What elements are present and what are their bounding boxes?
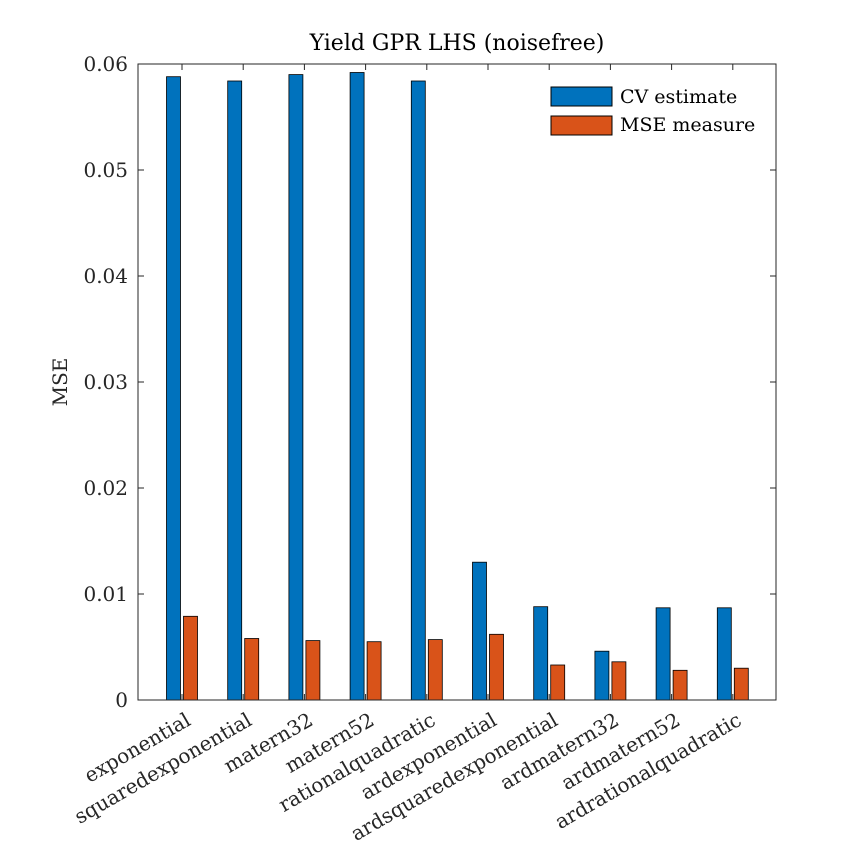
bar-mse-measure-ardrationalquadratic (733, 667, 749, 701)
bar-cv-estimate-rationalquadratic (410, 80, 426, 701)
bar-cv-estimate-ardmatern52 (655, 607, 671, 701)
bar-mse-measure-ardmatern52 (672, 669, 688, 701)
bar-mse-measure-matern32 (305, 640, 321, 701)
bar-cv-estimate-ardrationalquadratic (716, 607, 732, 701)
bar-mse-measure-rationalquadratic (427, 639, 443, 701)
y-axis-label: MSE (48, 358, 72, 407)
bar-mse-measure-ardexponential (489, 633, 504, 701)
bar-mse-measure-squaredexponential (244, 638, 260, 701)
chart-title: Yield GPR LHS (noisefree) (309, 31, 605, 56)
bar-mse-measure-ardmatern32 (611, 661, 627, 701)
legend-label-cv-estimate: CV estimate (620, 86, 737, 108)
bar-cv-estimate-ardmatern32 (594, 650, 610, 701)
y-tick-label: 0.06 (83, 52, 128, 76)
bar-cv-estimate-matern52 (349, 72, 365, 701)
bar-cv-estimate-squaredexponential (227, 80, 243, 701)
bars-group (166, 72, 749, 701)
legend-label-mse-measure: MSE measure (620, 114, 755, 136)
y-tick-label: 0.03 (83, 370, 128, 394)
y-axis: 0 0.01 0.02 0.03 0.04 0.05 0.06 (83, 52, 776, 712)
bar-mse-measure-ardsquaredexponential (550, 664, 566, 701)
y-tick-label: 0 (115, 688, 128, 712)
bar-cv-estimate-matern32 (288, 74, 304, 701)
bar-mse-measure-matern52 (366, 641, 382, 701)
y-tick-label: 0.05 (83, 158, 128, 182)
y-tick-label: 0.02 (83, 476, 128, 500)
y-tick-label: 0.04 (83, 264, 128, 288)
bar-cv-estimate-ardsquaredexponential (533, 606, 549, 701)
y-tick-label: 0.01 (83, 582, 128, 606)
bar-cv-estimate-exponential (166, 76, 181, 701)
bar-mse-measure-exponential (183, 615, 198, 701)
legend-swatch-mse-measure (550, 115, 613, 136)
legend-swatch-cv-estimate (550, 86, 613, 107)
legend: CV estimate MSE measure (538, 80, 764, 142)
bar-cv-estimate-ardexponential (472, 561, 487, 701)
